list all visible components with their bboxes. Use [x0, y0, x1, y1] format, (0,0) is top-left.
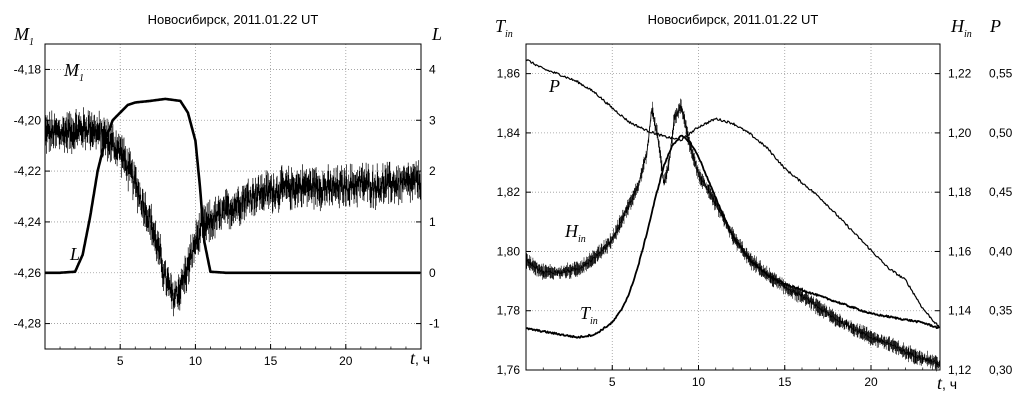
right-x-label: t, ч — [937, 373, 957, 393]
right-x-tick-label: 5 — [609, 375, 616, 389]
left-y-tick-label: -4,24 — [14, 215, 42, 229]
left-y2-tick-label: -1 — [429, 317, 440, 331]
right-y2-tick-label: 1,12 — [948, 363, 972, 377]
left-y-tick-label: -4,26 — [14, 266, 42, 280]
right-y-tick-label: 1,76 — [497, 363, 521, 377]
left-x-tick-label: 5 — [117, 354, 124, 368]
right-x-tick-label: 10 — [692, 375, 706, 389]
right-y2-tick-label: 1,20 — [948, 126, 972, 140]
right-x-tick-label: 15 — [778, 375, 792, 389]
left-y-tick-label: -4,18 — [14, 62, 42, 76]
series-P-line — [525, 59, 940, 329]
right-y-tick-label: 1,82 — [497, 185, 521, 199]
left-right-y-label: L — [431, 24, 442, 44]
series-Hin-line — [525, 105, 941, 366]
left-y2-tick-label: 1 — [429, 215, 436, 229]
series-label-Hin: Hin — [564, 221, 586, 245]
series-label-M1: M1 — [63, 60, 84, 84]
series-label-Tin: Tin — [580, 303, 598, 327]
left-x-tick-label: 10 — [189, 354, 203, 368]
right-y2-tick-label: 1,16 — [948, 244, 972, 258]
right-y-tick-label: 1,84 — [497, 126, 521, 140]
right-y3-tick-label: 0,55 — [989, 67, 1013, 81]
right-y-tick-label: 1,86 — [497, 67, 521, 81]
left-y2-tick-label: 0 — [429, 266, 436, 280]
right-x-tick-label: 20 — [864, 375, 878, 389]
right-y2-tick-label: 1,18 — [948, 185, 972, 199]
chart-right: Новосибирск, 2011.01.22 UT Tin Hin P t, … — [495, 12, 1013, 393]
right-y3-tick-label: 0,35 — [989, 304, 1013, 318]
series-M1-line — [44, 119, 422, 308]
left-y-label: M1 — [13, 24, 34, 48]
right-y2-tick-label: 1,14 — [948, 304, 972, 318]
right-y3-tick-label: 0,45 — [989, 185, 1013, 199]
right-y-tick-label: 1,78 — [497, 304, 521, 318]
left-y2-tick-label: 3 — [429, 113, 436, 127]
right-chart-title: Новосибирск, 2011.01.22 UT — [648, 12, 819, 27]
left-chart-title: Новосибирск, 2011.01.22 UT — [148, 12, 319, 27]
left-y2-tick-label: 4 — [429, 62, 436, 76]
series-L-line — [44, 97, 421, 275]
right-y-label: Tin — [495, 16, 513, 40]
left-y-tick-label: -4,22 — [14, 164, 42, 178]
left-x-tick-label: 15 — [264, 354, 278, 368]
left-x-tick-label: 20 — [339, 354, 353, 368]
right-y3-tick-label: 0,40 — [989, 244, 1013, 258]
left-y-tick-label: -4,28 — [14, 317, 42, 331]
right-y2-label: Hin — [950, 16, 972, 40]
left-y2-tick-label: 2 — [429, 164, 436, 178]
right-y2-tick-label: 1,22 — [948, 67, 972, 81]
left-y-tick-label: -4,20 — [14, 113, 42, 127]
left-x-label: t, ч — [410, 348, 430, 368]
series-label-L: L — [69, 244, 80, 264]
series-label-P: P — [548, 76, 560, 96]
chart-left: Новосибирск, 2011.01.22 UT M1 L t, ч 5 10… — [13, 12, 442, 368]
series-Tin-line — [525, 134, 940, 339]
right-y3-tick-label: 0,30 — [989, 363, 1013, 377]
right-y-tick-label: 1,80 — [497, 244, 521, 258]
right-y3-label: P — [989, 16, 1001, 36]
right-y3-tick-label: 0,50 — [989, 126, 1013, 140]
